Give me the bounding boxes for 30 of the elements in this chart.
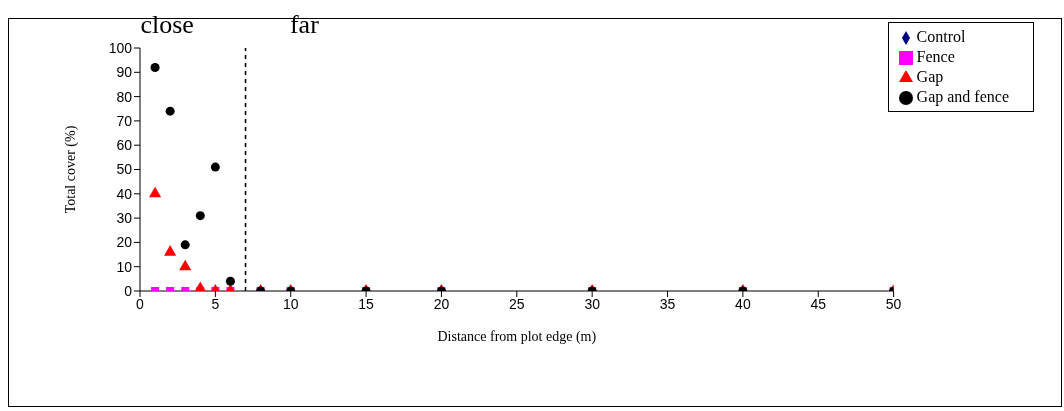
legend-label: Gap: [916, 68, 944, 85]
x-tick-label: 35: [659, 295, 676, 312]
y-tick-label: 0: [124, 282, 133, 299]
y-tick-label: 100: [108, 39, 133, 56]
x-tick-label: 40: [735, 295, 751, 312]
y-tick-label: 20: [116, 234, 133, 251]
y-tick-label: 50: [116, 161, 133, 178]
text: far: [289, 10, 319, 40]
x-tick-label: 45: [810, 295, 827, 312]
x-tick-label: 0: [136, 295, 145, 312]
legend-label: Gap and fence: [916, 88, 1009, 105]
y-axis-title: Total cover (%): [62, 125, 79, 214]
y-tick-label: 90: [116, 64, 133, 81]
y-tick-label: 30: [116, 210, 133, 227]
x-tick-label: 25: [509, 295, 525, 312]
x-tick-label: 30: [584, 295, 601, 312]
x-axis-title: Distance from plot edge (m): [437, 329, 597, 345]
legend-label: Fence: [916, 48, 955, 65]
y-tick-label: 40: [116, 185, 133, 202]
y-tick-label: 60: [116, 137, 133, 154]
x-tick-label: 15: [358, 295, 375, 312]
y-tick-label: 10: [116, 258, 133, 275]
x-tick-label: 50: [885, 295, 902, 312]
y-tick-label: 80: [116, 88, 133, 105]
legend-label: Control: [916, 28, 966, 45]
y-tick-label: 70: [116, 112, 133, 129]
text: close: [140, 10, 194, 40]
x-tick-label: 10: [282, 295, 299, 312]
x-tick-label: 5: [211, 295, 220, 312]
x-tick-label: 20: [433, 295, 450, 312]
